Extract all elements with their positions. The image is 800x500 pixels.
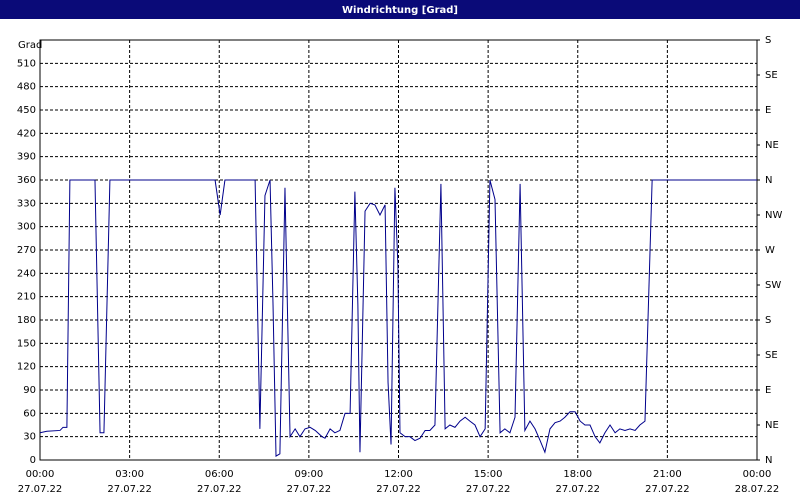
y-tick-label: 300 — [17, 222, 36, 233]
x-tick-label: 03:00 — [115, 469, 144, 480]
y2-tick-label: NE — [765, 420, 779, 431]
y2-tick-label: W — [765, 245, 775, 256]
y-tick-label: 420 — [17, 128, 36, 139]
chart-title: Windrichtung [Grad] — [342, 5, 458, 16]
y-tick-label: 150 — [17, 338, 36, 349]
y2-tick-label: NW — [765, 210, 782, 221]
y-tick-label: 210 — [17, 292, 36, 303]
y-tick-label: 180 — [17, 315, 36, 326]
y-tick-label: 360 — [17, 175, 36, 186]
y-tick-label: 90 — [23, 385, 36, 396]
y-tick-label: 480 — [17, 82, 36, 93]
y2-tick-label: S — [765, 35, 771, 46]
data-line — [39, 179, 757, 457]
y-tick-label: 30 — [23, 432, 36, 443]
y-tick-label: 270 — [17, 245, 36, 256]
y2-tick-label: SE — [765, 350, 778, 361]
y2-tick-label: E — [765, 385, 771, 396]
y2-tick-label: SE — [765, 70, 778, 81]
y-axis-label: Grad — [18, 40, 42, 51]
y2-tick-label: N — [765, 455, 772, 466]
x-tick-date: 27.07.22 — [645, 484, 690, 495]
y-tick-label: 240 — [17, 268, 36, 279]
y2-tick-label: NE — [765, 140, 779, 151]
x-tick-date: 27.07.22 — [197, 484, 242, 495]
x-tick-label: 18:00 — [563, 469, 592, 480]
y-tick-label: 510 — [17, 58, 36, 69]
y-tick-label: 120 — [17, 362, 36, 373]
y-tick-label: 330 — [17, 198, 36, 209]
y-tick-label: 390 — [17, 152, 36, 163]
y-tick-label: 0 — [30, 455, 36, 466]
y2-tick-label: E — [765, 105, 771, 116]
x-tick-label: 15:00 — [474, 469, 503, 480]
x-tick-date: 27.07.22 — [287, 484, 332, 495]
y-tick-label: 450 — [17, 105, 36, 116]
x-tick-date: 28.07.22 — [735, 484, 780, 495]
x-tick-date: 27.07.22 — [18, 484, 63, 495]
x-tick-label: 09:00 — [294, 469, 323, 480]
x-tick-date: 27.07.22 — [376, 484, 421, 495]
y2-tick-label: SW — [765, 280, 781, 291]
x-tick-date: 27.07.22 — [466, 484, 511, 495]
x-tick-label: 21:00 — [653, 469, 682, 480]
x-tick-date: 27.07.22 — [107, 484, 152, 495]
x-tick-label: 00:00 — [26, 469, 55, 480]
x-tick-label: 00:00 — [743, 469, 772, 480]
x-tick-label: 12:00 — [384, 469, 413, 480]
title-bar — [0, 0, 800, 19]
y-tick-label: 60 — [23, 408, 36, 419]
x-tick-date: 27.07.22 — [555, 484, 600, 495]
x-tick-label: 06:00 — [205, 469, 234, 480]
y2-tick-label: S — [765, 315, 771, 326]
y2-tick-label: N — [765, 175, 772, 186]
plot-frame — [39, 39, 758, 461]
